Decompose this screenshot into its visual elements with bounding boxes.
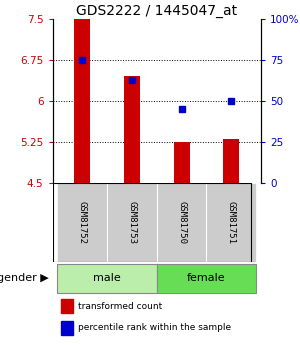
Text: GSM81753: GSM81753 [128, 201, 136, 244]
Text: transformed count: transformed count [77, 302, 162, 310]
Bar [61, 322, 74, 335]
Text: female: female [187, 273, 226, 283]
Text: GSM81752: GSM81752 [78, 201, 87, 244]
Bar [107, 183, 157, 262]
Text: GSM81751: GSM81751 [227, 201, 236, 244]
Text: gender ▶: gender ▶ [0, 273, 48, 283]
Bar [223, 139, 239, 183]
Bar [157, 183, 206, 262]
Text: percentile rank within the sample: percentile rank within the sample [77, 324, 231, 333]
Bar [58, 183, 107, 262]
Title: GDS2222 / 1445047_at: GDS2222 / 1445047_at [76, 4, 237, 18]
Bar [157, 264, 256, 293]
Text: GSM81750: GSM81750 [177, 201, 186, 244]
Text: male: male [93, 273, 121, 283]
Bar [58, 264, 157, 293]
Bar [61, 299, 74, 313]
Bar [206, 183, 256, 262]
Bar [74, 19, 90, 183]
Bar [124, 76, 140, 183]
Bar [174, 142, 190, 183]
